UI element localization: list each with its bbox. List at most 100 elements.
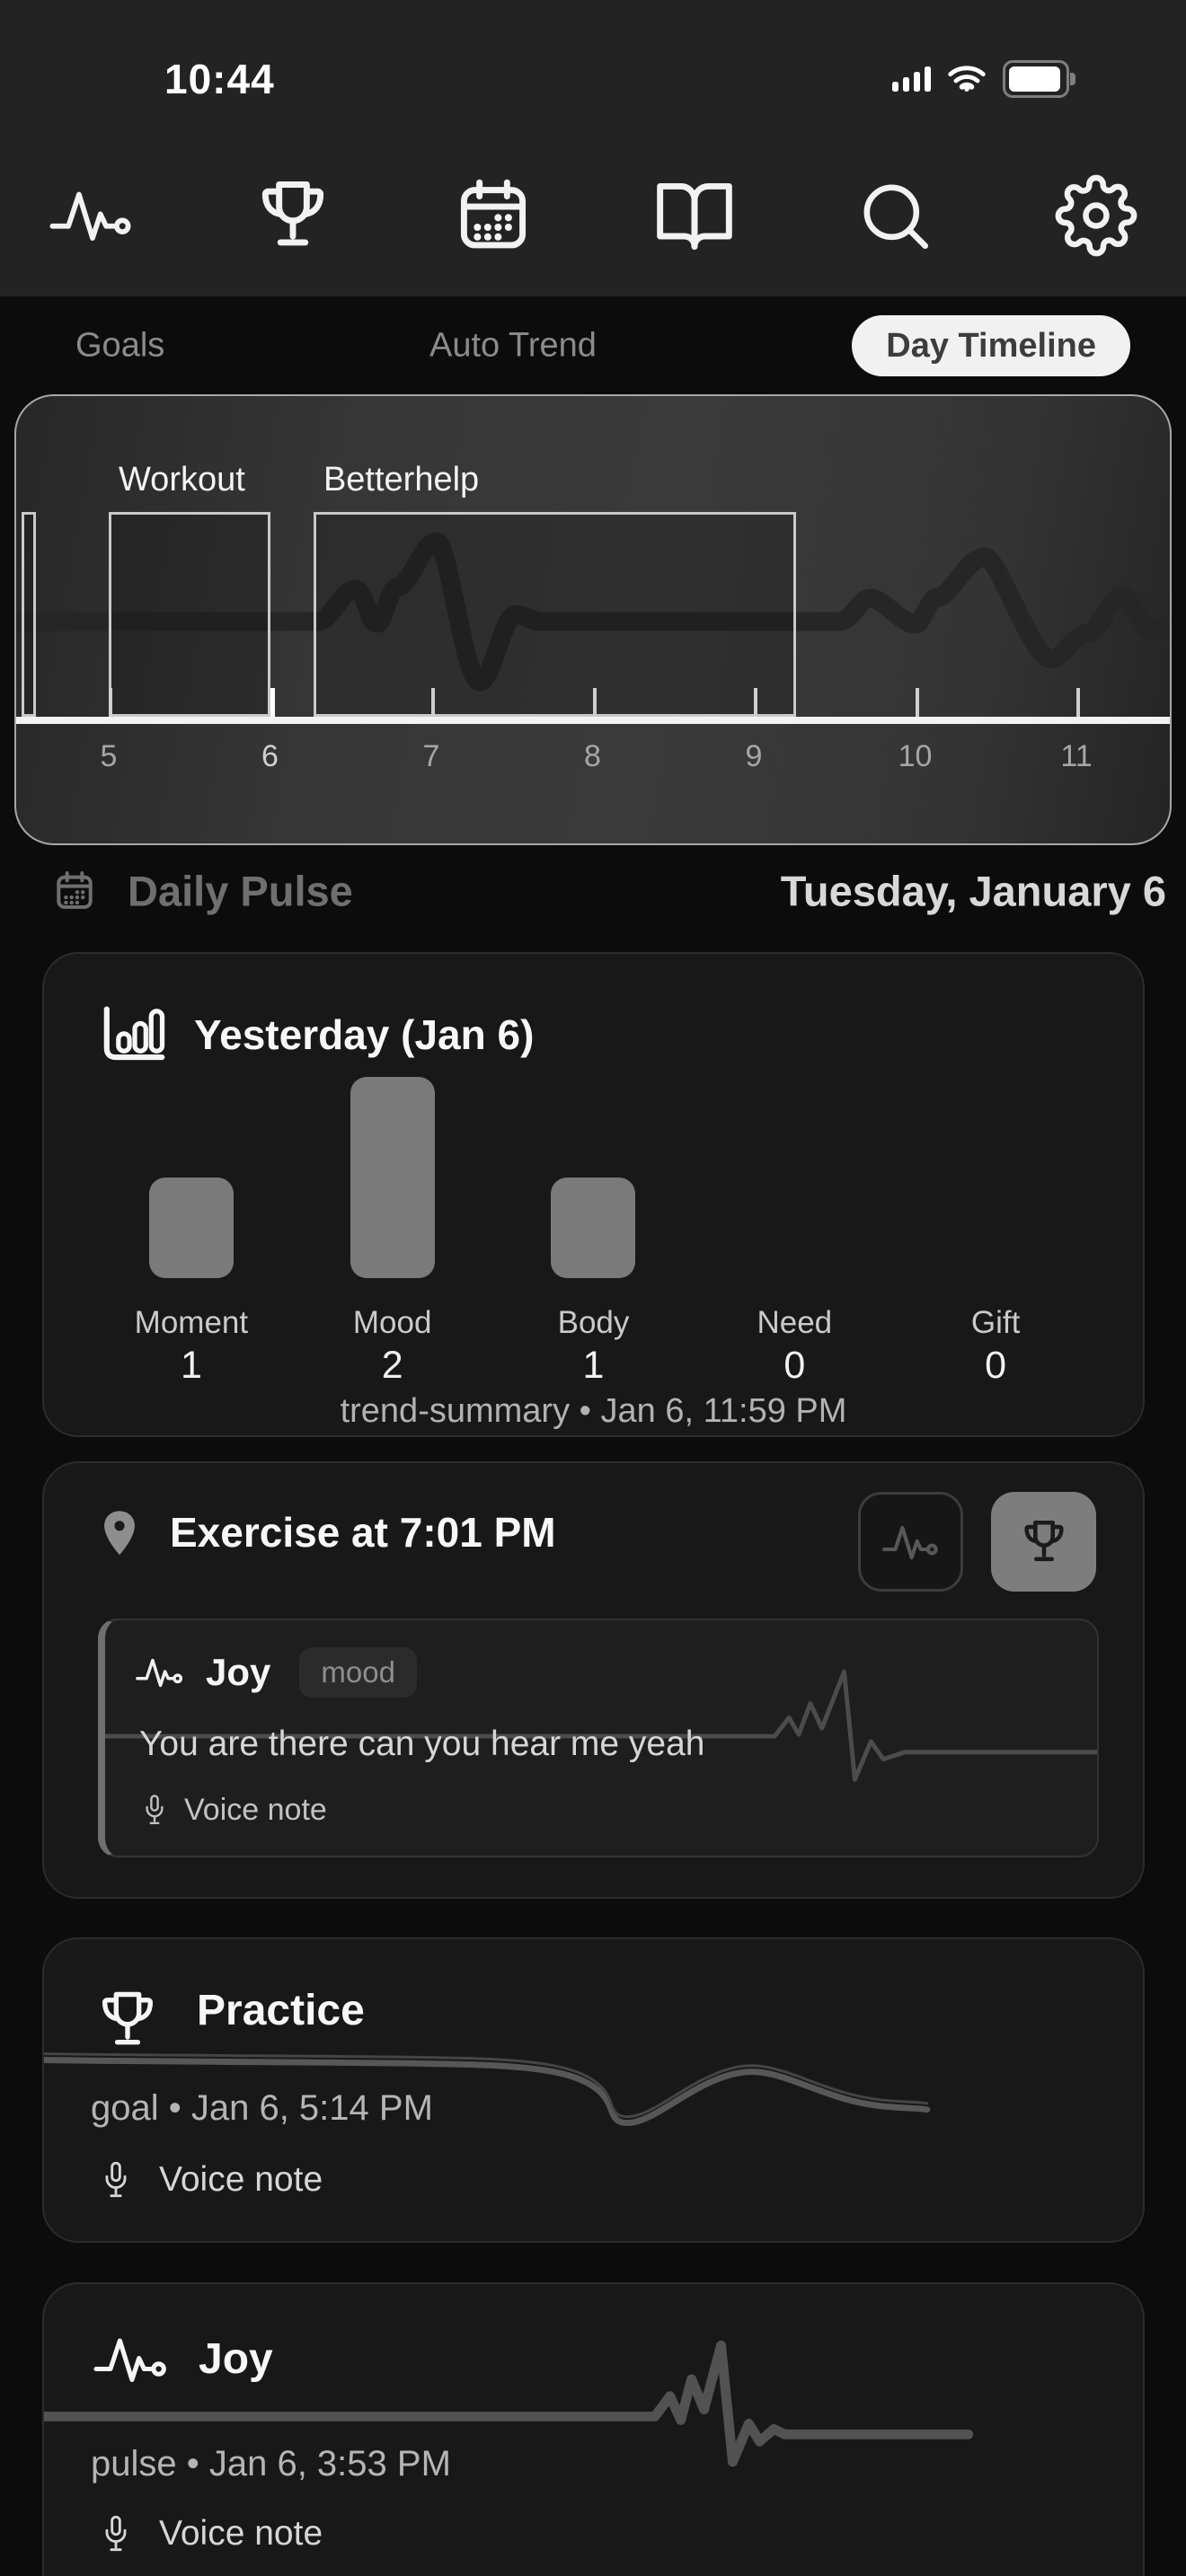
tab-goals[interactable]: Goals (75, 326, 165, 365)
practice-scribble-line (44, 2052, 931, 2127)
nav-book-icon[interactable] (650, 171, 739, 260)
tab-auto-trend[interactable]: Auto Trend (429, 326, 597, 365)
mic-icon (105, 2515, 127, 2552)
entry-header: Joy mood (136, 1647, 417, 1698)
mood-entry-card[interactable]: Joy mood You are there can you hear me y… (98, 1619, 1099, 1857)
top-header: 10:44 (0, 0, 1186, 296)
timeline-event[interactable] (22, 512, 37, 717)
trophy-action-button[interactable] (991, 1492, 1096, 1592)
nav-settings-icon[interactable] (1051, 171, 1141, 260)
pulse-action-button[interactable] (858, 1492, 963, 1592)
bar-column (493, 1178, 695, 1278)
battery-icon (1003, 60, 1075, 98)
mood-badge: mood (299, 1647, 417, 1698)
nav-pulse-icon[interactable] (47, 171, 137, 260)
location-pin-icon (104, 1511, 135, 1556)
timeline-waveform (16, 532, 1170, 692)
entry-ekg-line (105, 1669, 1097, 1782)
entry-title: Joy (206, 1651, 271, 1693)
bar-label: Mood (352, 1305, 432, 1340)
calendar-icon (57, 871, 93, 909)
voice-note-row[interactable]: Voice note (100, 2157, 323, 2203)
section-header: Daily Pulse Tuesday, January 6 (0, 855, 1186, 927)
entry-message: You are there can you hear me yeah (139, 1725, 705, 1763)
timeline-tick-label: 9 (745, 739, 763, 773)
bar (148, 1178, 234, 1278)
summary-card: Yesterday (Jan 6) Moment Mood Body Need Gift… (42, 952, 1145, 1437)
trophy-icon (102, 1991, 154, 2045)
timeline-event-betterhelp[interactable] (313, 512, 796, 717)
timeline-tick (109, 688, 112, 717)
tab-row: Goals Auto Trend Day Timeline (0, 296, 1186, 395)
bar-column (91, 1178, 292, 1278)
status-bar: 10:44 (0, 45, 1186, 113)
joy-meta: pulse • Jan 6, 3:53 PM (91, 2444, 451, 2483)
wifi-icon (948, 66, 986, 92)
practice-title: Practice (197, 1987, 365, 2034)
bar-column (292, 1077, 493, 1278)
timeline-tick (915, 688, 919, 717)
bar-value: 0 (783, 1344, 806, 1387)
timeline-chart-card: Workout Betterhelp 5 6 7 8 9 10 11 (14, 394, 1172, 845)
joy-card[interactable]: Joy pulse • Jan 6, 3:53 PM Voice note (42, 2282, 1145, 2576)
summary-card-header: Yesterday (Jan 6) (93, 1002, 534, 1067)
summary-bar-labels: Moment Mood Body Need Gift (44, 1305, 1143, 1341)
timeline-tick-label: 10 (898, 739, 933, 773)
practice-meta: goal • Jan 6, 5:14 PM (91, 2088, 433, 2128)
pulse-icon (881, 1525, 938, 1559)
voice-note-row[interactable]: Voice note (100, 2510, 323, 2557)
exercise-title: Exercise at 7:01 PM (170, 1509, 556, 1556)
voice-note-label: Voice note (159, 2514, 323, 2553)
summary-footer: trend-summary • Jan 6, 11:59 PM (340, 1392, 847, 1430)
timeline-tick-label: 11 (1060, 739, 1093, 773)
cellular-signal-icon (892, 66, 931, 92)
timeline-tick-label: 6 (261, 739, 279, 773)
bar-label: Moment (134, 1305, 249, 1340)
mic-icon (146, 1795, 164, 1824)
timeline-event-workout[interactable] (109, 512, 270, 717)
voice-note-row[interactable]: Voice note (141, 1791, 327, 1829)
bar (350, 1077, 435, 1278)
timeline-tick-label: 5 (100, 739, 118, 773)
status-icons (892, 60, 1076, 98)
status-time: 10:44 (164, 56, 275, 102)
exercise-card: Exercise at 7:01 PM (42, 1461, 1145, 1899)
timeline-tick (431, 688, 435, 717)
bar-value: 1 (582, 1344, 605, 1387)
bar-chart-icon (103, 1006, 165, 1061)
timeline-tick (592, 688, 597, 717)
bar-value: 0 (985, 1344, 1007, 1387)
bar-label: Body (557, 1305, 630, 1340)
bar (551, 1178, 636, 1278)
nav-calendar-icon[interactable] (448, 171, 538, 260)
tab-day-timeline[interactable]: Day Timeline (852, 315, 1130, 376)
mic-icon (105, 2161, 127, 2198)
bar-value: 1 (180, 1344, 202, 1387)
timeline-event-label: Betterhelp (323, 461, 480, 498)
timeline-tick-label: 7 (422, 739, 440, 773)
timeline-tick (754, 688, 757, 717)
bar-value: 2 (381, 1344, 403, 1387)
timeline-tick-label: 8 (584, 739, 601, 773)
trophy-icon (1023, 1520, 1064, 1561)
section-title: Daily Pulse (128, 867, 353, 915)
joy-ekg-line (44, 2340, 974, 2467)
joy-title: Joy (199, 2335, 273, 2383)
practice-card[interactable]: Practice goal • Jan 6, 5:14 PM Voice not… (42, 1937, 1145, 2243)
section-date: Tuesday, January 6 (780, 867, 1166, 915)
timeline-event-label: Workout (119, 461, 245, 498)
voice-note-label: Voice note (159, 2160, 323, 2199)
voice-note-label: Voice note (184, 1792, 327, 1827)
pulse-icon (93, 2338, 166, 2383)
bar-label: Need (757, 1305, 833, 1340)
nav-trophy-icon[interactable] (248, 171, 338, 260)
summary-bar-values: 1 2 1 0 0 (44, 1344, 1143, 1388)
summary-title: Yesterday (Jan 6) (194, 1011, 535, 1058)
timeline-axis (16, 717, 1170, 724)
timeline-tick (270, 688, 275, 717)
summary-bars (44, 954, 1143, 1278)
icon-nav (0, 160, 1186, 271)
pulse-icon (136, 1658, 183, 1688)
nav-search-icon[interactable] (850, 171, 940, 260)
